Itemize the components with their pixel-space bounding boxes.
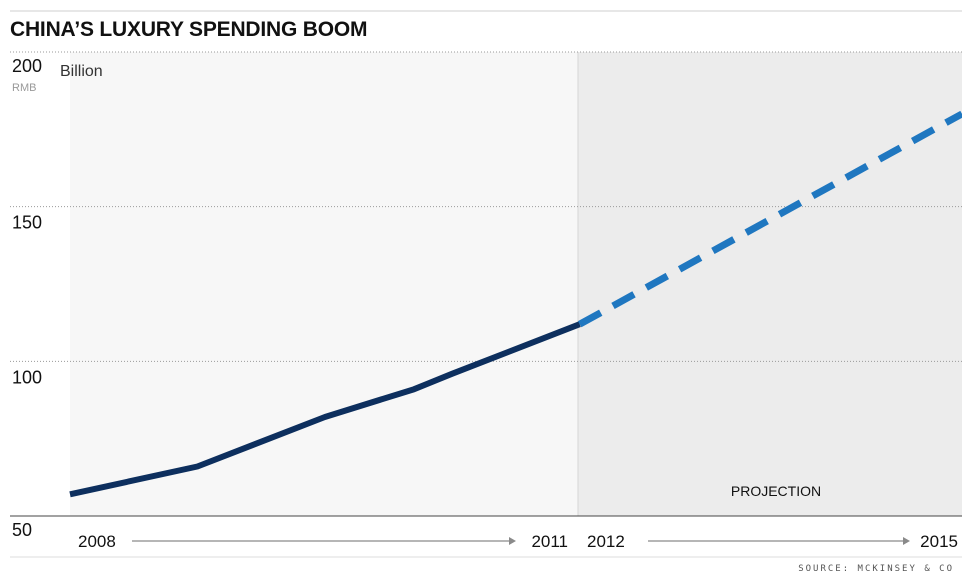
source-note: SOURCE: MCKINSEY & CO (798, 564, 954, 574)
plot-background (70, 52, 578, 516)
y-tick-label: 150 (12, 213, 42, 233)
projection-region (578, 52, 962, 516)
x-arrowhead (509, 537, 516, 545)
y-unit-sublabel: RMB (12, 82, 36, 94)
y-tick-label: 200 (12, 56, 42, 76)
projected-series-line (578, 110, 962, 328)
y-tick-label: 50 (12, 520, 32, 540)
x-arrowhead (903, 537, 910, 545)
y-tick-label: 100 (12, 367, 42, 387)
projection-label: PROJECTION (731, 483, 821, 499)
x-tick-label: 2015 (920, 532, 958, 551)
x-tick-label: 2011 (531, 532, 568, 551)
chart-title: CHINA’S LUXURY SPENDING BOOM (10, 18, 368, 41)
y-unit-label: Billion (60, 63, 103, 80)
x-tick-label: 2012 (587, 532, 625, 551)
actual-series-line (69, 321, 581, 498)
x-tick-label: 2008 (78, 532, 116, 551)
